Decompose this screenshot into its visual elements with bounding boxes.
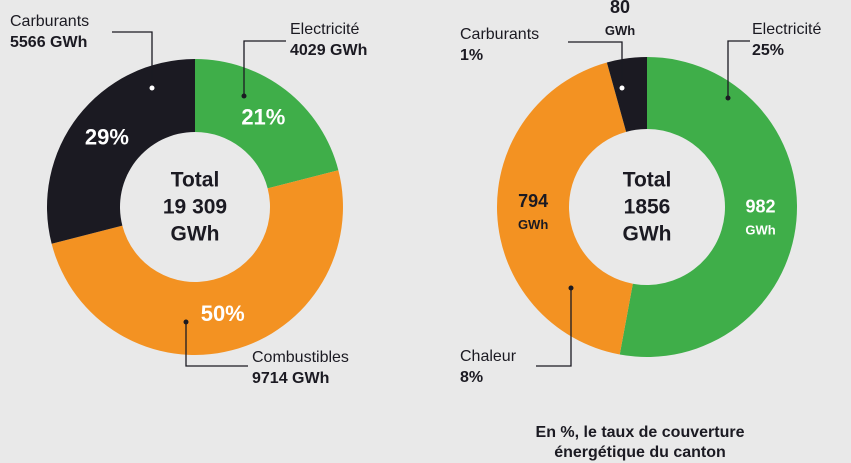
value-label-part: 982 <box>746 196 776 216</box>
leader-line <box>185 322 248 367</box>
leader-line <box>112 31 153 88</box>
center-text: Total <box>171 169 220 192</box>
leader-dot <box>725 95 731 101</box>
sub-label: 9714 GWh <box>252 370 329 387</box>
center-text: GWh <box>171 223 220 246</box>
category-label: Electricité <box>290 21 359 38</box>
leader-dot <box>619 85 625 91</box>
donut-segment <box>497 62 633 355</box>
leader-line <box>243 40 286 96</box>
category-label: Carburants <box>10 13 89 30</box>
sub-label: 4029 GWh <box>290 42 367 59</box>
donut-segment <box>46 59 195 244</box>
value-label: 982 GWh <box>745 196 775 238</box>
sub-label: 8% <box>460 369 483 386</box>
category-label: Carburants <box>460 26 539 43</box>
category-label: Chaleur <box>460 348 517 365</box>
value-label-part: GWh <box>745 223 775 238</box>
leader-line <box>536 288 572 367</box>
donut-segment <box>619 57 798 358</box>
leader-dot <box>183 319 189 325</box>
value-label: 50% <box>201 301 245 326</box>
value-label-part: 80 <box>610 0 630 17</box>
donut-segment <box>606 57 647 132</box>
category-label: Electricité <box>752 21 821 38</box>
donut-segment <box>51 170 343 355</box>
value-label: 21% <box>241 105 285 130</box>
center-text: 19 309 <box>163 196 227 219</box>
donut-segment <box>195 59 339 189</box>
sub-label: 5566 GWh <box>10 34 87 51</box>
center-text: Total <box>623 169 672 192</box>
center-text: GWh <box>623 223 672 246</box>
leader-dot <box>241 93 247 99</box>
leader-dot <box>568 285 574 291</box>
center-text: 1856 <box>624 196 671 219</box>
value-label: 80 GWh <box>605 0 635 38</box>
value-label-part: 794 <box>518 191 548 211</box>
leader-line <box>727 40 750 98</box>
value-label: 29% <box>85 124 129 149</box>
leader-dot <box>149 85 155 91</box>
value-label-part: GWh <box>518 217 548 232</box>
caption: En %, le taux de couverture <box>536 424 745 441</box>
sub-label: 1% <box>460 47 483 64</box>
caption: énergétique du canton <box>554 444 726 461</box>
value-label-part: GWh <box>605 23 635 38</box>
category-label: Combustibles <box>252 349 349 366</box>
value-label: 794 GWh <box>518 191 548 233</box>
sub-label: 25% <box>752 42 784 59</box>
leader-line <box>568 41 623 88</box>
